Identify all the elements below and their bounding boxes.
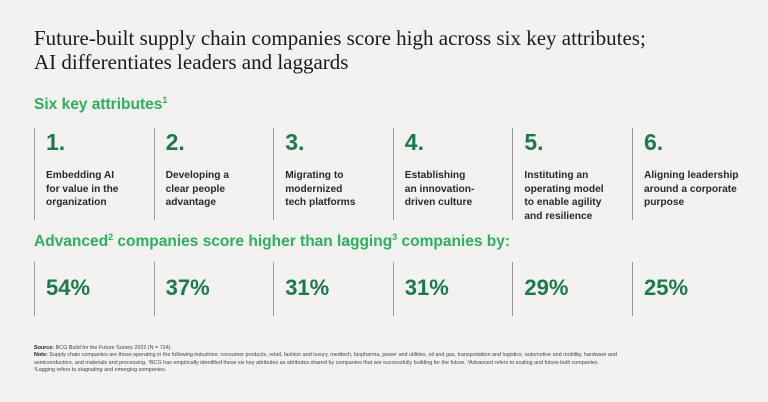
stat-value: 31% xyxy=(404,275,449,300)
advantage-heading: Advanced2 companies score higher than la… xyxy=(34,231,511,251)
attribute-label-line: driven culture xyxy=(404,197,473,209)
attribute-label-line: an innovation- xyxy=(404,183,475,195)
attribute-label-line: Migrating to xyxy=(285,170,344,181)
attribute-label-line: to enable agility xyxy=(524,197,602,209)
note-line: ³Lagging refers to stagnating and emergi… xyxy=(34,367,167,374)
attribute-number: 2. xyxy=(165,129,185,155)
attribute-label-line: advantage xyxy=(165,197,216,209)
attribute-number: 3. xyxy=(285,129,305,155)
stat-card: 54% xyxy=(34,262,154,316)
attribute-label: Instituting an operating model to enable… xyxy=(524,169,632,223)
attribute-card: 5. Instituting an operating model to ena… xyxy=(512,128,632,223)
stat-card: 29% xyxy=(512,262,632,316)
attribute-card: 3. Migrating to modernized tech platform… xyxy=(273,128,393,220)
attribute-label-line: operating model xyxy=(524,183,604,195)
attributes-row: 1. Embedding AI for value in the organiz… xyxy=(34,128,752,223)
attributes-heading-footnote-ref: 1 xyxy=(162,94,168,105)
stat-value: 25% xyxy=(643,275,689,300)
stat-card: 37% xyxy=(153,262,274,316)
attribute-label: Migrating to modernized tech platforms xyxy=(285,169,393,210)
source-label: Source: xyxy=(34,345,55,351)
note-line: semiconductors, and materials and proces… xyxy=(34,359,600,366)
attribute-card: 4. Establishing an innovation- driven cu… xyxy=(392,128,513,220)
title-line-1: Future-built supply chain companies scor… xyxy=(34,26,646,50)
attributes-heading-text: Six key attributes xyxy=(34,96,163,113)
attribute-label-line: and resilience xyxy=(524,210,593,222)
advantage-heading-part: companies by: xyxy=(397,233,511,250)
attribute-label-line: tech platforms xyxy=(285,197,356,209)
stat-value: 54% xyxy=(46,275,91,300)
attribute-label-line: Embedding AI xyxy=(46,170,115,181)
attribute-label: Developing a clear people advantage xyxy=(166,169,274,210)
advantage-heading-footnote-ref: 2 xyxy=(108,231,114,242)
stat-value: 29% xyxy=(524,275,569,300)
attribute-number: 1. xyxy=(46,129,66,155)
source-text: BCG Build for the Future Survey 2022 (N … xyxy=(54,345,172,351)
attribute-label-line: purpose xyxy=(643,197,685,209)
attribute-label: Aligning leadership around a corporate p… xyxy=(644,169,752,210)
note-line: Note: Supply chain companies are those o… xyxy=(34,352,734,359)
footnotes: Source: BCG Build for the Future Survey … xyxy=(34,345,734,375)
attribute-number: 6. xyxy=(643,129,664,155)
attribute-label-line: modernized xyxy=(285,183,343,195)
attribute-number: 4. xyxy=(404,129,424,155)
note-label: Note: xyxy=(34,352,48,359)
attribute-label-line: for value in the xyxy=(46,183,119,195)
stat-card: 31% xyxy=(392,262,513,316)
attribute-number: 5. xyxy=(524,129,544,155)
attribute-label: Establishing an innovation- driven cultu… xyxy=(405,169,513,210)
source-line: Source: BCG Build for the Future Survey … xyxy=(34,345,734,352)
attribute-label-line: Instituting an xyxy=(524,170,589,181)
advantage-heading-part: Advanced xyxy=(34,233,109,250)
attribute-label-line: Aligning leadership xyxy=(643,170,739,181)
attribute-label-line: around a corporate xyxy=(643,183,737,195)
stat-value: 31% xyxy=(285,275,330,300)
stats-row: 54% 37% 31% 31% 29% 25% xyxy=(34,262,752,316)
attributes-heading: Six key attributes1 xyxy=(34,94,168,114)
attribute-label: Embedding AI for value in the organizati… xyxy=(46,169,154,210)
page-title: Future-built supply chain companies scor… xyxy=(34,26,734,74)
attribute-card: 2. Developing a clear people advantage xyxy=(153,128,274,220)
attribute-card: 1. Embedding AI for value in the organiz… xyxy=(34,128,154,220)
stat-card: 25% xyxy=(631,262,752,316)
attribute-label-line: Establishing xyxy=(404,170,466,181)
attribute-card: 6. Aligning leadership around a corporat… xyxy=(631,128,752,220)
attribute-label-line: clear people xyxy=(165,183,226,195)
note-text: Supply chain companies are those operati… xyxy=(47,352,617,359)
attribute-label-line: Developing a xyxy=(165,170,229,181)
stat-card: 31% xyxy=(273,262,393,316)
title-line-2: AI differentiates leaders and laggards xyxy=(34,50,349,74)
stat-value: 37% xyxy=(165,275,210,300)
advantage-heading-part: companies score higher than lagging xyxy=(113,233,393,250)
advantage-heading-footnote-ref: 3 xyxy=(392,231,398,242)
attribute-label-line: organization xyxy=(46,197,107,209)
